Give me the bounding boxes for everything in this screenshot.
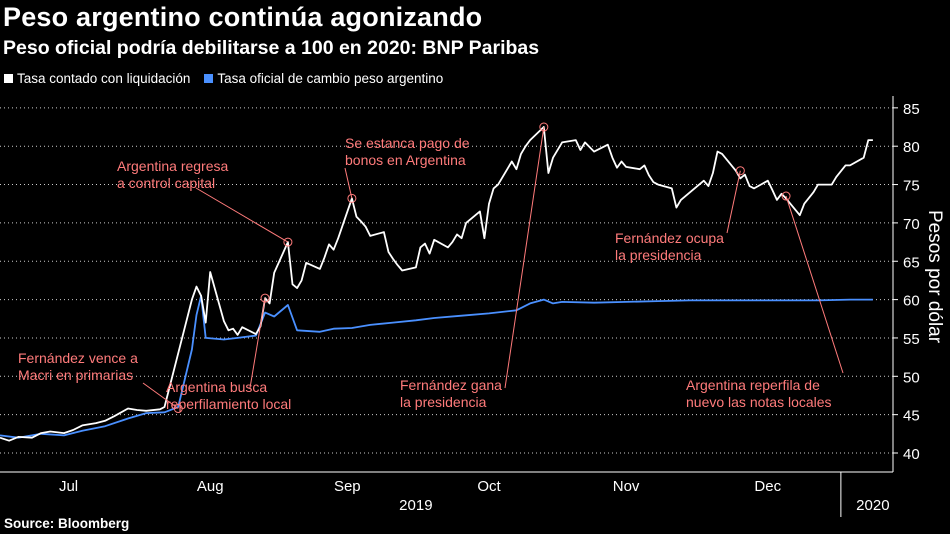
legend-label-ccl: Tasa contado con liquidación xyxy=(17,71,191,86)
annotation-marker xyxy=(347,193,357,203)
annotation-leader xyxy=(142,382,179,409)
annotation-text: reperfilamiento local xyxy=(166,396,291,412)
annotation-text: la presidencia xyxy=(615,247,702,263)
legend: Tasa contado con liquidación Tasa oficia… xyxy=(4,71,443,86)
y-tick-label: 70 xyxy=(903,216,920,233)
source-note: Source: Bloomberg xyxy=(4,516,130,531)
y-tick-label: 80 xyxy=(903,139,920,156)
annotation-text: a control capital xyxy=(117,175,215,191)
annotation-marker xyxy=(173,404,183,414)
annotation-leader xyxy=(785,195,844,374)
chart-title: Peso argentino continúa agonizando xyxy=(3,2,483,32)
legend-swatch-ccl xyxy=(4,74,13,83)
annotation-text: bonos en Argentina xyxy=(345,152,466,168)
y-tick-label: 65 xyxy=(903,254,920,271)
annotation-text: Argentina busca xyxy=(166,379,267,395)
legend-item-ccl: Tasa contado con liquidación xyxy=(4,71,190,86)
x-month-label: Jul xyxy=(59,478,78,495)
annotation-text: Fernández vence a xyxy=(18,350,138,366)
y-tick-label: 40 xyxy=(903,446,920,463)
y-tick-label: 55 xyxy=(903,331,920,348)
legend-label-official: Tasa oficial de cambio peso argentino xyxy=(217,71,444,86)
annotation-marker xyxy=(283,237,293,247)
annotation-leader xyxy=(504,126,545,389)
y-tick-label: 85 xyxy=(903,101,920,118)
annotation-text: Argentina reperfila de xyxy=(686,377,820,393)
annotation-marker xyxy=(539,122,549,132)
x-month-label: Dec xyxy=(754,478,781,495)
annotation-marker xyxy=(260,293,270,303)
annotation-leader xyxy=(344,167,353,199)
annotation-text: Se estanca pago de xyxy=(345,135,470,151)
y-tick-label: 75 xyxy=(903,178,920,195)
x-year-label: 2020 xyxy=(856,497,889,514)
annotation-leader xyxy=(726,170,741,234)
y-axis-title: Pesos por dólar xyxy=(924,210,945,344)
annotation-marker xyxy=(781,191,791,201)
x-month-label: Oct xyxy=(477,478,501,495)
y-tick-label: 60 xyxy=(903,293,920,310)
x-month-label: Nov xyxy=(613,478,640,495)
y-tick-label: 50 xyxy=(903,369,920,386)
annotation-text: Argentina regresa xyxy=(117,158,229,174)
annotation-text: Fernández ocupa xyxy=(615,230,724,246)
annotation-text: Macri en primarias xyxy=(18,367,133,383)
x-month-label: Sep xyxy=(334,478,361,495)
series-line-official xyxy=(0,294,873,439)
y-tick-label: 45 xyxy=(903,408,920,425)
annotation-text: Fernández gana xyxy=(400,377,502,393)
legend-swatch-official xyxy=(204,74,214,83)
x-year-label: 2019 xyxy=(399,497,432,514)
chart-subtitle: Peso oficial podría debilitarse a 100 en… xyxy=(3,37,540,59)
x-month-label: Aug xyxy=(197,478,224,495)
annotation-leader xyxy=(195,187,289,243)
annotation-text: nuevo las notas locales xyxy=(686,394,832,410)
annotation-leader xyxy=(249,297,266,389)
annotation-text: la presidencia xyxy=(400,394,487,410)
series-line-ccl xyxy=(0,126,873,442)
annotation-marker xyxy=(735,166,745,176)
legend-item-official: Tasa oficial de cambio peso argentino xyxy=(204,71,443,86)
